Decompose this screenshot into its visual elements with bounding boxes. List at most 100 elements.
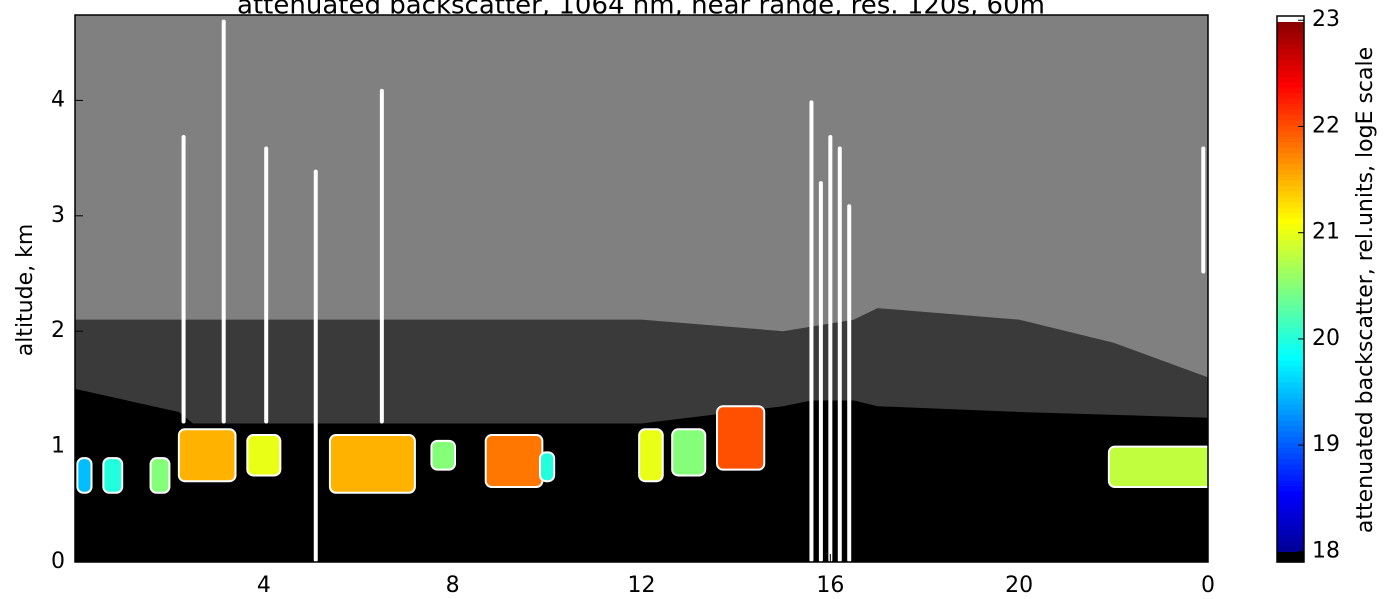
colorbar-cell [1277,518,1304,525]
colorbar-cell [1277,65,1304,72]
colorbar-cell [1277,141,1304,148]
cloud [328,434,416,494]
colorbar-cell [1277,261,1304,268]
colorbar-cell [1277,469,1304,476]
colorbar-cell [1277,86,1304,94]
colorbar-cell [1277,174,1304,181]
x-tick-label: 12 [628,573,656,598]
colorbar-cell [1277,354,1304,361]
cloud [671,428,707,477]
colorbar-cell [1277,496,1304,503]
colorbar-cell [1277,441,1304,448]
colorbar-cell [1277,163,1304,170]
x-tick-label: 20 [1005,573,1033,598]
colorbar-cell [1277,92,1304,99]
colorbar-cell [1277,207,1304,214]
colorbar-cell [1277,119,1304,126]
colorbar-cell [1277,228,1304,235]
colorbar-cell [1277,376,1304,383]
streak [809,100,814,562]
colorbar-cell [1277,267,1304,274]
colorbar-cell [1277,272,1304,279]
colorbar-cell [1277,512,1304,519]
streak [828,135,833,562]
cloud [1107,445,1208,488]
colorbar-tick-label: 18 [1312,538,1340,563]
colorbar-cell [1277,359,1304,367]
colorbar-cell [1277,239,1304,246]
colorbar-cell [1277,37,1304,44]
colorbar-cell [1277,185,1304,192]
colorbar-cell [1277,250,1304,257]
colorbar-cell [1277,43,1304,50]
colorbar-cell [1277,256,1304,263]
colorbar-cell [1277,289,1304,296]
colorbar-cell [1277,452,1304,459]
colorbar-cell [1277,463,1304,470]
colorbar-cell [1277,381,1304,388]
colorbar-cell [1277,190,1304,197]
y-tick-label: 2 [51,318,65,343]
colorbar-cell [1277,152,1304,159]
colorbar-tick-label: 20 [1312,326,1340,351]
colorbar-cell [1277,507,1304,514]
colorbar-cell [1277,430,1304,438]
colorbar-cell [1277,54,1304,61]
colorbar-cell [1277,343,1304,350]
colorbar-cell [1277,212,1304,219]
colorbar-cell [1277,338,1304,345]
colorbar-tick-label: 21 [1312,220,1340,245]
colorbar-cell [1277,321,1304,328]
streak [313,169,318,562]
colorbar-cell [1277,545,1304,552]
colorbar-cell [1277,458,1304,465]
colorbar-cell [1277,485,1304,492]
colorbar-tick-label: 23 [1312,7,1340,32]
colorbar-cell [1277,48,1304,55]
y-tick-label: 0 [51,549,65,574]
colorbar-cell [1277,32,1304,39]
colorbar-tick-label: 19 [1312,432,1340,457]
colorbar-cell [1277,414,1304,421]
colorbar-cell [1277,299,1304,306]
colorbar-cell [1277,245,1304,252]
x-tick-label: 8 [446,573,460,598]
colorbar-cell [1277,21,1304,28]
streak [818,181,823,562]
colorbar-cell [1277,223,1304,230]
cloud [76,457,93,494]
colorbar-cell [1277,26,1304,33]
cloud [102,457,124,494]
colorbar-cell [1277,398,1304,405]
streak [837,146,842,562]
cloud [716,405,766,471]
colorbar-cell [1277,125,1304,132]
colorbar-cell [1277,108,1304,115]
colorbar-cell [1277,447,1304,454]
colorbar-cell [1277,283,1304,290]
cloud [539,451,556,483]
colorbar-cell [1277,540,1304,547]
streak [264,146,269,424]
colorbar-cell [1277,305,1304,312]
x-tick-label: 16 [816,573,844,598]
streak [181,135,186,424]
colorbar-cell [1277,409,1304,416]
streak [1201,146,1206,274]
colorbar-cell [1277,436,1304,443]
colorbar-cell [1277,76,1304,83]
colorbar-cell [1277,157,1304,165]
x-tick-label: 0 [1201,573,1215,598]
cloud [484,434,544,488]
plot [75,15,1208,562]
colorbar-cell [1277,403,1304,410]
colorbar-cell [1277,387,1304,394]
cloud [246,434,282,477]
y-tick-label: 3 [51,203,65,228]
colorbar-cell [1277,59,1304,66]
y-tick-label: 1 [51,434,65,459]
colorbar-cell [1277,420,1304,427]
colorbar-cell [1277,234,1304,241]
colorbar-cell [1277,370,1304,377]
y-axis-label: altitude, km [13,224,38,357]
